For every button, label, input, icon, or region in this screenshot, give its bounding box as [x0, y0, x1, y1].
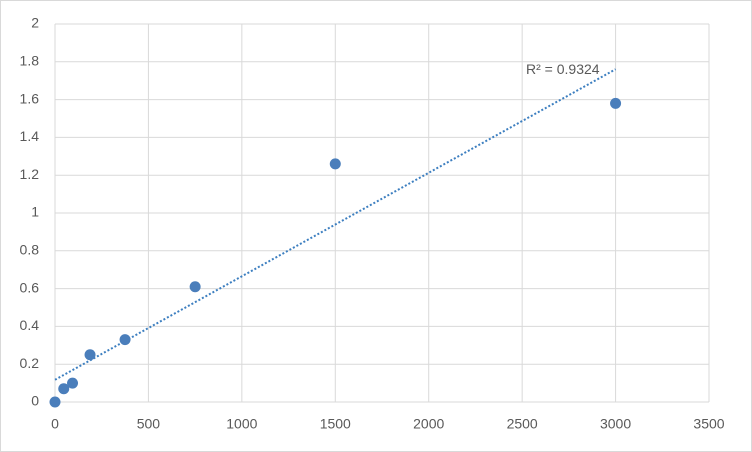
y-tick-label: 1.6	[20, 90, 40, 106]
point	[329, 158, 341, 170]
y-tick-label: 1.4	[20, 128, 40, 144]
y-tick-label: 0.4	[20, 317, 40, 333]
y-tick-label: 0.8	[20, 242, 40, 258]
point	[67, 377, 79, 389]
y-tick-label: 1.2	[20, 166, 40, 182]
annotation: R² = 0.9324	[526, 61, 600, 77]
point	[189, 281, 201, 293]
y-tick-label: 1	[31, 204, 39, 220]
x-tick-label: 0	[51, 416, 59, 432]
y-tick-label: 0.2	[20, 355, 40, 371]
y-tick-label: 0.6	[20, 279, 40, 295]
trendline	[54, 68, 617, 381]
point	[84, 349, 96, 361]
point	[49, 396, 61, 408]
x-tick-label: 3500	[693, 416, 724, 432]
x-tick-label: 2000	[413, 416, 444, 432]
y-tick-label: 1.8	[20, 53, 40, 69]
y-tick-label: 2	[31, 15, 39, 31]
point	[58, 383, 70, 395]
x-tick-label: 1500	[320, 416, 351, 432]
point	[610, 97, 622, 109]
x-tick-label: 2500	[507, 416, 538, 432]
point	[119, 334, 131, 346]
x-tick-label: 500	[137, 416, 161, 432]
x-tick-label: 3000	[600, 416, 631, 432]
y-tick-label: 0	[31, 393, 39, 409]
x-tick-label: 1000	[226, 416, 257, 432]
